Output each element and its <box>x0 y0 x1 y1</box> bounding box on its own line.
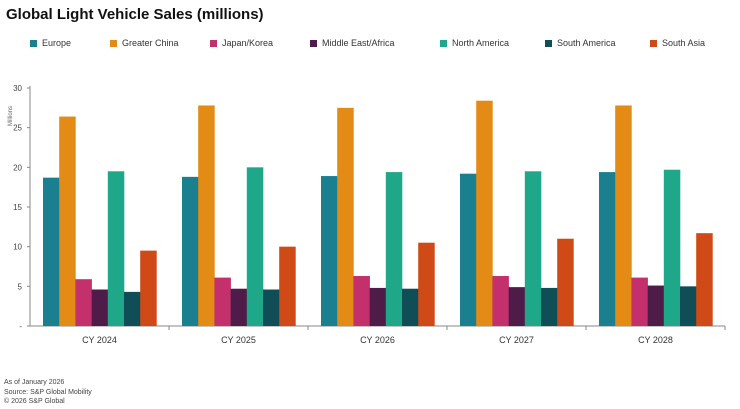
bar <box>59 116 76 326</box>
bar <box>402 288 419 326</box>
bar <box>647 285 665 326</box>
footnotes: As of January 2026 Source: S&P Global Mo… <box>4 378 92 407</box>
legend-item: Greater China <box>110 38 179 48</box>
bar <box>541 287 558 326</box>
footnote-copyright: © 2026 S&P Global <box>4 398 65 405</box>
bar <box>557 238 574 326</box>
bar <box>214 277 231 326</box>
legend-label: South Asia <box>662 38 706 48</box>
bar <box>198 105 215 326</box>
bar <box>279 246 296 326</box>
y-tick-label: - <box>19 322 22 331</box>
legend-label: Middle East/Africa <box>322 38 395 48</box>
bar <box>508 287 526 326</box>
legend-label: South America <box>557 38 616 48</box>
bar <box>182 176 199 326</box>
legend-label: North America <box>452 38 510 48</box>
bar <box>696 233 713 326</box>
x-tick-label: CY 2027 <box>499 335 534 345</box>
legend-item: Japan/Korea <box>210 38 273 48</box>
bar <box>385 172 403 326</box>
bar <box>418 242 435 326</box>
bar <box>369 287 387 326</box>
y-tick-label: 30 <box>13 84 22 93</box>
legend-swatch <box>110 39 117 47</box>
legend-swatch <box>30 39 37 47</box>
x-tick-label: CY 2024 <box>82 335 117 345</box>
bar <box>91 289 109 326</box>
legend-label: Europe <box>42 38 72 48</box>
x-tick-label: CY 2026 <box>360 335 395 345</box>
legend-label: Greater China <box>122 38 179 48</box>
bar <box>524 171 542 326</box>
bar-chart: - 5 10 15 20 25 30 Millions CY 2024 CY 2025 CY 202… <box>8 84 726 345</box>
legend-item: Middle East/Africa <box>310 38 395 48</box>
legend-swatch <box>545 39 552 47</box>
y-tick-label: 10 <box>13 243 22 252</box>
x-tick-label: CY 2028 <box>638 335 673 345</box>
y-tick-label: 25 <box>13 124 22 133</box>
chart-title: Global Light Vehicle Sales (millions) <box>6 6 264 23</box>
bar <box>460 173 477 326</box>
legend-swatch <box>440 39 447 47</box>
legend-swatch <box>650 39 657 47</box>
bar <box>663 169 681 326</box>
bar <box>599 172 616 326</box>
bar <box>492 276 509 326</box>
bar <box>107 171 125 326</box>
footnote-source: Source: S&P Global Mobility <box>4 388 92 396</box>
bar <box>631 277 648 326</box>
x-tick-label: CY 2025 <box>221 335 256 345</box>
bar <box>140 250 157 326</box>
bar <box>321 176 338 326</box>
bar <box>476 100 493 327</box>
legend-item: North America <box>440 38 509 48</box>
y-tick-label: 20 <box>13 163 22 172</box>
bar <box>353 276 370 326</box>
bar <box>680 286 697 326</box>
footnote-date: As of January 2026 <box>4 379 65 386</box>
legend-swatch <box>310 39 317 47</box>
bar <box>263 289 280 326</box>
legend-swatch <box>210 39 217 47</box>
y-tick-label: 15 <box>13 203 22 212</box>
legend-item: South America <box>545 38 616 48</box>
bar <box>75 279 92 326</box>
y-tick-label: 5 <box>18 282 23 291</box>
bar <box>230 288 248 326</box>
bar <box>124 291 141 326</box>
bar <box>246 167 264 326</box>
bar <box>337 107 354 326</box>
bar <box>615 105 632 326</box>
legend-item: South Asia <box>650 38 705 48</box>
y-axis-title: Millions <box>8 106 14 126</box>
bar <box>43 177 60 326</box>
legend-label: Japan/Korea <box>222 38 274 48</box>
legend-item: Europe <box>30 38 71 48</box>
chart-legend: Europe Greater China Japan/Korea Middle Eas… <box>30 38 730 52</box>
